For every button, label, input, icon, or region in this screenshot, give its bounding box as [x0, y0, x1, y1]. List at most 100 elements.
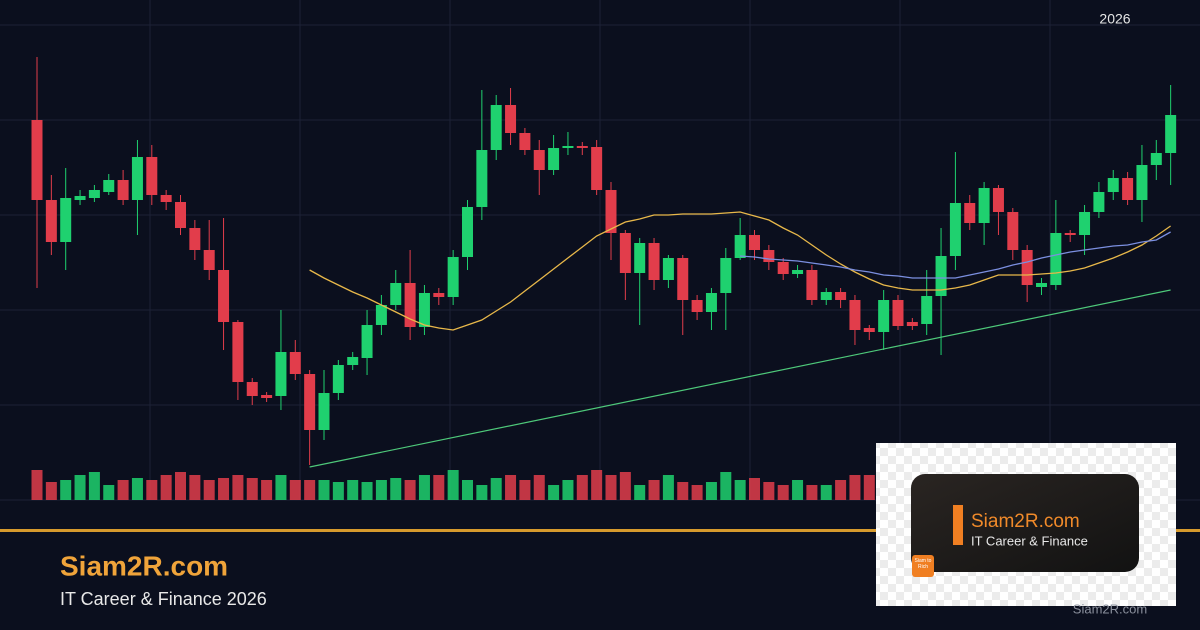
- candle-body: [31, 120, 43, 200]
- volume-bar: [835, 480, 847, 500]
- candle-body: [232, 322, 244, 382]
- candle-body: [203, 250, 215, 270]
- volume-bar: [447, 470, 459, 500]
- candle-body: [462, 207, 473, 257]
- volume-bar: [318, 480, 330, 500]
- volume-bar: [562, 480, 574, 500]
- candle-body: [361, 325, 373, 358]
- volume-bar: [347, 480, 359, 500]
- candle-body: [1021, 250, 1033, 285]
- candle-body: [634, 243, 646, 273]
- candle-body: [490, 105, 502, 150]
- candle-body: [275, 352, 287, 396]
- candle-body: [1150, 153, 1162, 165]
- candle-body: [347, 357, 359, 365]
- candle-body: [131, 157, 143, 200]
- candle-body: [533, 150, 545, 170]
- volume-bar: [375, 480, 387, 500]
- volume-bar: [189, 475, 201, 500]
- volume-bar: [648, 480, 660, 500]
- candle-body: [1107, 178, 1119, 192]
- separator: [0, 529, 1200, 532]
- logo-card: [911, 474, 1139, 572]
- volume-bar: [462, 480, 473, 500]
- candle-body: [806, 270, 818, 300]
- volume-bar: [275, 475, 287, 500]
- candle-body: [763, 250, 775, 262]
- volume-bar: [404, 480, 416, 500]
- candle-body: [60, 198, 72, 242]
- trend-line: [309, 289, 1171, 468]
- candle-body: [418, 293, 430, 327]
- volume-bar: [634, 485, 646, 500]
- volume-bar: [160, 475, 172, 500]
- candle-body: [189, 228, 201, 250]
- volume-bar: [677, 482, 689, 500]
- volume-bar: [691, 485, 703, 500]
- candle-body: [390, 283, 402, 305]
- candle-body: [1136, 165, 1148, 200]
- volume-bar: [820, 485, 832, 500]
- candle-body: [519, 133, 531, 150]
- candle-body: [863, 328, 875, 332]
- candle-body: [304, 374, 316, 430]
- volume-bar: [31, 470, 43, 500]
- volume-bar: [548, 485, 560, 500]
- candle-body: [146, 157, 158, 195]
- candle-body: [878, 300, 890, 332]
- candle-body: [404, 283, 416, 327]
- volume-bar: [131, 478, 143, 500]
- volume-bar: [519, 480, 531, 500]
- volume-bar: [117, 480, 129, 500]
- volume-bar: [734, 480, 746, 500]
- candle-body: [318, 393, 330, 430]
- moving-average-line: [309, 211, 1171, 331]
- candle-body: [218, 270, 230, 322]
- grid: [0, 0, 1200, 501]
- volume-bar: [749, 478, 760, 500]
- candle-body: [992, 188, 1004, 212]
- volume-bar: [304, 480, 316, 500]
- candle-body: [720, 258, 732, 293]
- volume-bar: [533, 475, 545, 500]
- volume-bar: [45, 482, 57, 500]
- candle-body: [978, 188, 990, 223]
- candle-body: [103, 180, 115, 192]
- candle-body: [605, 190, 617, 233]
- candle-body: [1036, 283, 1047, 287]
- volume-bar: [662, 475, 674, 500]
- volume-bar: [60, 480, 72, 500]
- volume-bar: [88, 472, 100, 500]
- candle-body: [1093, 192, 1105, 212]
- watermark: Siam2R.com: [1073, 601, 1147, 616]
- candle-body: [964, 203, 976, 223]
- candle-body: [949, 203, 961, 256]
- volume-bar: [218, 478, 230, 500]
- volume-bar: [720, 472, 732, 500]
- volume-bar: [490, 478, 502, 500]
- logo-badge-box: Siam to Rich: [915, 558, 932, 570]
- volume-bar: [763, 482, 775, 500]
- year-label: 2026: [1099, 11, 1130, 27]
- candle-body: [662, 258, 674, 280]
- candle-body: [289, 352, 301, 374]
- volume-bar: [777, 485, 789, 500]
- candle-body: [433, 293, 445, 297]
- volume-bar: [289, 480, 301, 500]
- volume-bar: [605, 475, 617, 500]
- candle-body: [375, 305, 387, 325]
- candle-body: [1165, 115, 1177, 153]
- candle-body: [1064, 233, 1076, 235]
- volume-bar: [576, 475, 588, 500]
- candle-body: [921, 296, 933, 324]
- volume-bar: [261, 480, 273, 500]
- candle-body: [576, 146, 588, 148]
- volume-bar: [175, 472, 186, 500]
- candle-body: [1007, 212, 1019, 250]
- candle-body: [835, 292, 847, 300]
- candle-body: [476, 150, 488, 207]
- volume-bar: [203, 480, 215, 500]
- footer-title: Siam2R.com: [60, 550, 228, 581]
- candle-body: [906, 322, 918, 326]
